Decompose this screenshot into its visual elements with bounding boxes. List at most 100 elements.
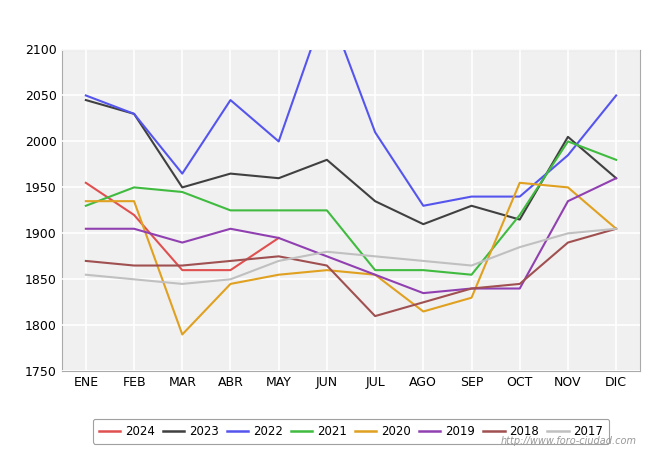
Line: 2020: 2020: [86, 183, 616, 334]
2017: [516, 244, 524, 250]
2020: [227, 281, 235, 287]
2021: [467, 272, 475, 278]
Line: 2018: 2018: [86, 229, 616, 316]
2020: [516, 180, 524, 185]
2020: [612, 226, 620, 231]
2021: [178, 189, 186, 195]
2022: [564, 153, 572, 158]
2022: [419, 203, 427, 208]
2019: [178, 240, 186, 245]
Line: 2021: 2021: [86, 141, 616, 275]
2017: [371, 254, 379, 259]
2017: [419, 258, 427, 264]
2017: [323, 249, 331, 254]
2023: [564, 134, 572, 140]
2022: [227, 97, 235, 103]
Line: 2022: 2022: [86, 4, 616, 206]
Text: Afiliados en Hornachuelos a 31/5/2024: Afiliados en Hornachuelos a 31/5/2024: [151, 10, 499, 28]
2021: [323, 208, 331, 213]
2018: [516, 281, 524, 287]
2021: [564, 139, 572, 144]
2017: [130, 277, 138, 282]
2023: [612, 176, 620, 181]
2024: [227, 267, 235, 273]
2018: [323, 263, 331, 268]
2018: [371, 313, 379, 319]
2023: [82, 97, 90, 103]
2018: [612, 226, 620, 231]
2017: [467, 263, 475, 268]
2017: [82, 272, 90, 278]
2019: [419, 290, 427, 296]
2020: [467, 295, 475, 301]
2018: [564, 240, 572, 245]
2019: [371, 272, 379, 278]
2017: [275, 258, 283, 264]
2023: [178, 184, 186, 190]
2021: [371, 267, 379, 273]
2020: [371, 272, 379, 278]
2024: [130, 212, 138, 218]
2022: [178, 171, 186, 176]
Line: 2019: 2019: [86, 178, 616, 293]
2023: [467, 203, 475, 208]
2019: [82, 226, 90, 231]
2022: [130, 111, 138, 117]
2018: [227, 258, 235, 264]
2023: [419, 221, 427, 227]
2020: [82, 198, 90, 204]
Line: 2017: 2017: [86, 229, 616, 284]
Line: 2024: 2024: [86, 183, 279, 270]
2021: [227, 208, 235, 213]
2017: [564, 231, 572, 236]
2019: [323, 254, 331, 259]
2021: [130, 184, 138, 190]
2023: [227, 171, 235, 176]
2020: [130, 198, 138, 204]
2021: [612, 157, 620, 162]
2019: [275, 235, 283, 241]
Legend: 2024, 2023, 2022, 2021, 2020, 2019, 2018, 2017: 2024, 2023, 2022, 2021, 2020, 2019, 2018…: [93, 419, 609, 444]
2017: [178, 281, 186, 287]
2023: [371, 198, 379, 204]
2019: [467, 286, 475, 291]
2021: [275, 208, 283, 213]
2021: [516, 212, 524, 218]
Line: 2023: 2023: [86, 100, 616, 224]
2018: [130, 263, 138, 268]
2023: [323, 157, 331, 162]
2020: [323, 267, 331, 273]
2022: [516, 194, 524, 199]
2023: [516, 217, 524, 222]
2020: [419, 309, 427, 314]
2022: [323, 1, 331, 6]
2022: [612, 93, 620, 98]
2019: [516, 286, 524, 291]
2022: [82, 93, 90, 98]
2018: [275, 254, 283, 259]
2020: [178, 332, 186, 337]
2023: [130, 111, 138, 117]
2018: [178, 263, 186, 268]
2023: [275, 176, 283, 181]
2021: [82, 203, 90, 208]
2019: [564, 198, 572, 204]
2024: [178, 267, 186, 273]
2018: [467, 286, 475, 291]
2017: [612, 226, 620, 231]
2022: [275, 139, 283, 144]
2024: [275, 235, 283, 241]
2022: [467, 194, 475, 199]
2017: [227, 277, 235, 282]
2019: [612, 176, 620, 181]
2021: [419, 267, 427, 273]
Text: http://www.foro-ciudad.com: http://www.foro-ciudad.com: [501, 436, 637, 446]
2024: [82, 180, 90, 185]
2019: [130, 226, 138, 231]
2020: [564, 184, 572, 190]
2019: [227, 226, 235, 231]
2018: [82, 258, 90, 264]
2018: [419, 300, 427, 305]
2020: [275, 272, 283, 278]
2022: [371, 130, 379, 135]
